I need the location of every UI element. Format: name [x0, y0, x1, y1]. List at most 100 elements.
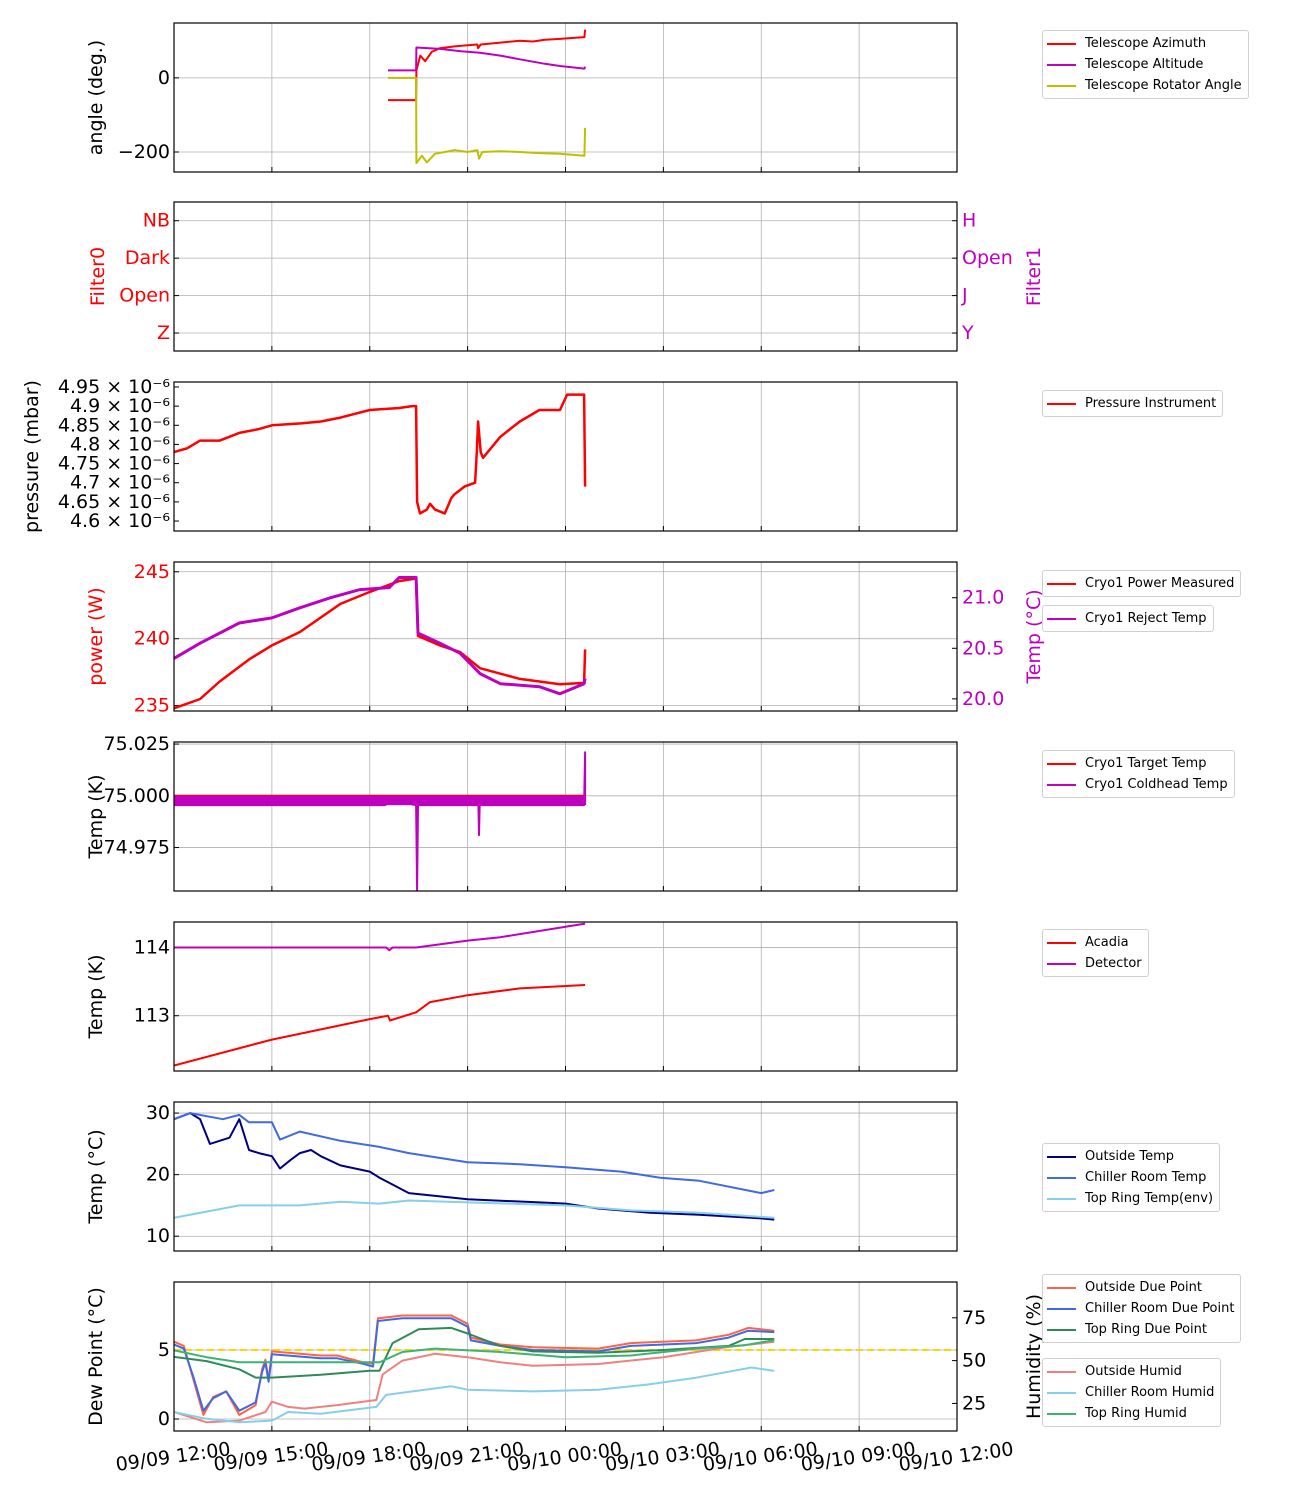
y-tick-label: 240	[134, 628, 170, 650]
legend-swatch	[1047, 1412, 1076, 1415]
legend-swatch	[1047, 63, 1076, 66]
series-pressure-instrument	[174, 393, 587, 515]
y-tick-label: 4.65 × 10⁻⁶	[58, 491, 170, 513]
legend-swatch	[1047, 402, 1076, 405]
legend-entry: Top Ring Humid	[1047, 1403, 1214, 1424]
y-tick-label: 113	[134, 1005, 170, 1027]
legend-dew-point-humidity: Outside Humid Chiller Room Humid Top Ring …	[1042, 1358, 1222, 1427]
legend-label: Telescope Rotator Angle	[1085, 78, 1242, 93]
series-cryo1-reject-temp	[174, 576, 587, 696]
axes-frame	[173, 1281, 958, 1432]
legend-swatch	[1047, 1328, 1076, 1331]
legend-label: Cryo1 Target Temp	[1085, 756, 1207, 771]
legend-label: Telescope Altitude	[1085, 57, 1204, 72]
series-telescope-azimuth	[388, 29, 587, 102]
legend-label: Top Ring Due Point	[1085, 1322, 1207, 1337]
panel-cryo1-power: 245 240 235 21.0 20.5 20.0 power (W) Temp (°C)	[85, 561, 1045, 717]
panel-pressure: 4.95 × 10⁻⁶4.9 × 10⁻⁶4.85 × 10⁻⁶4.8 × 10…	[21, 376, 958, 533]
y-tick-label: 5	[158, 1339, 170, 1361]
y2-tick-label: J	[961, 285, 968, 307]
legend-label: Chiller Room Temp	[1085, 1170, 1207, 1185]
legend-entry: Pressure Instrument	[1047, 393, 1216, 414]
y-tick-label: 20	[146, 1164, 170, 1186]
series-outside-temp	[174, 1112, 775, 1221]
panel-room-temps: 30 20 10 Temp (°C)	[85, 1101, 958, 1252]
series-group	[174, 1314, 775, 1424]
series-telescope-rotator-angle	[388, 76, 587, 165]
legend-swatch	[1047, 617, 1076, 620]
y-tick-label: Open	[119, 285, 170, 307]
legend-pressure: Pressure Instrument	[1042, 390, 1224, 417]
y-tick-label: Dark	[125, 247, 170, 269]
y-tick-label: 74.975	[104, 837, 170, 859]
series-acadia	[174, 984, 586, 1067]
y-tick-label: 245	[134, 561, 170, 583]
y-tick-label: 30	[146, 1102, 170, 1124]
legend-swatch	[1047, 1176, 1076, 1179]
legend-swatch	[1047, 582, 1076, 585]
y2-tick-label: 25	[962, 1392, 986, 1414]
legend-entry: Telescope Rotator Angle	[1047, 75, 1242, 96]
y2-tick-label: 21.0	[962, 587, 1004, 609]
legend-cryo1-power: Cryo1 Power Measured	[1042, 570, 1242, 597]
y-axis-label: angle (deg.)	[85, 40, 107, 155]
y-tick-label: Z	[157, 322, 170, 344]
legend-label: Telescope Azimuth	[1085, 36, 1207, 51]
series-chiller-room-due-point	[174, 1317, 775, 1412]
series-cryo1-coldhead-temp	[174, 751, 587, 891]
y-tick-label: 10	[146, 1225, 170, 1247]
axes-frame	[173, 22, 958, 173]
y-axis-label: pressure (mbar)	[21, 380, 43, 533]
y-tick-label: 4.85 × 10⁻⁶	[58, 414, 170, 436]
legend-label: Outside Due Point	[1085, 1280, 1202, 1295]
panel-acadia-detector: 114 113 Temp (K)	[85, 921, 958, 1072]
legend-entry: Cryo1 Power Measured	[1047, 573, 1234, 594]
series-group	[174, 393, 587, 515]
y2-tick-label: 75	[962, 1307, 986, 1329]
series-group	[388, 29, 587, 165]
y2-axis-label: Filter1	[1023, 247, 1045, 306]
panel-filters: NB Dark Open Z H Open JY Filter0 Filter1	[87, 201, 1045, 352]
y-tick-label: 114	[134, 936, 170, 958]
legend-label: Chiller Room Humid	[1085, 1385, 1215, 1400]
series-top-ring-humid	[174, 1339, 775, 1364]
y-tick-label: 4.7 × 10⁻⁶	[70, 472, 170, 494]
series-cryo1-power-measured	[174, 577, 587, 710]
y-tick-label: −200	[118, 141, 170, 163]
axes-frame	[173, 921, 958, 1072]
y-tick-label: 4.6 × 10⁻⁶	[70, 510, 170, 532]
series-group	[174, 576, 587, 710]
legend-label: Outside Humid	[1085, 1364, 1182, 1379]
y2-tick-label: Open	[962, 247, 1013, 269]
axes-frame	[173, 561, 958, 712]
y-axis-label: Temp (K)	[85, 775, 107, 860]
y-axis-label: power (W)	[85, 587, 107, 685]
legend-swatch	[1047, 962, 1076, 965]
legend-label: Cryo1 Reject Temp	[1085, 611, 1207, 626]
y2-axis-label: Humidity (%)	[1023, 1294, 1045, 1419]
series-top-ring-temp-env-	[174, 1199, 775, 1219]
y2-tick-label: 50	[962, 1350, 986, 1372]
legend-entry: Detector	[1047, 953, 1142, 974]
legend-swatch	[1047, 762, 1076, 765]
legend-swatch	[1047, 1197, 1076, 1200]
axes-frame	[173, 741, 958, 892]
series-detector	[174, 922, 586, 952]
legend-entry: Cryo1 Coldhead Temp	[1047, 774, 1228, 795]
legend-telescope-angles: Telescope Azimuth Telescope Altitude Teles…	[1042, 30, 1249, 99]
legend-dew-point-humidity: Outside Due Point Chiller Room Due Point T…	[1042, 1274, 1242, 1343]
legend-swatch	[1047, 1391, 1076, 1394]
y-tick-label: 0	[158, 67, 170, 89]
legend-label: Outside Temp	[1085, 1149, 1174, 1164]
legend-entry: Top Ring Due Point	[1047, 1319, 1234, 1340]
legend-label: Chiller Room Due Point	[1085, 1301, 1235, 1316]
series-group	[174, 1112, 775, 1221]
axes-frame	[173, 201, 958, 352]
y-axis-label: Temp (°C)	[85, 1129, 107, 1224]
y-axis-label: Dew Point (°C)	[85, 1287, 107, 1426]
legend-swatch	[1047, 941, 1076, 944]
y-tick-label: 4.75 × 10⁻⁶	[58, 453, 170, 475]
legend-label: Pressure Instrument	[1085, 396, 1217, 411]
